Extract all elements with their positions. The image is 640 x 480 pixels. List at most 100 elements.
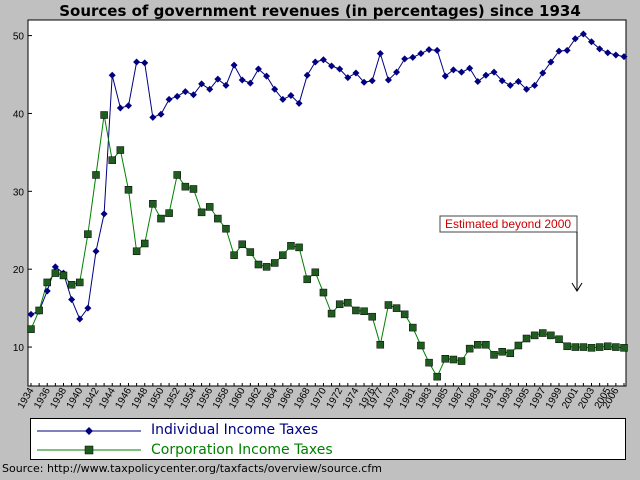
point-individual	[555, 47, 563, 55]
plot-area	[27, 19, 627, 387]
point-corporation	[604, 342, 612, 351]
point-individual	[604, 49, 612, 57]
point-corporation	[368, 312, 376, 321]
point-corporation	[214, 214, 222, 223]
point-corporation	[555, 335, 563, 344]
point-individual	[531, 81, 539, 89]
point-individual	[482, 71, 490, 79]
point-individual	[68, 296, 76, 304]
point-corporation	[449, 355, 458, 364]
point-individual	[571, 35, 579, 43]
point-individual	[279, 95, 287, 103]
y-axis: 10 20 30 40 50	[13, 32, 32, 354]
point-individual	[76, 315, 84, 323]
point-corporation	[595, 343, 604, 351]
point-corporation	[100, 111, 108, 119]
point-corporation	[425, 358, 433, 367]
point-corporation	[352, 306, 360, 315]
point-individual	[124, 102, 132, 110]
point-individual	[433, 46, 441, 54]
point-individual	[181, 88, 189, 96]
x-axis: 1934193619381940194219441946194819501952…	[16, 383, 625, 411]
point-individual	[173, 92, 181, 100]
y-tick-label: 40	[13, 109, 25, 120]
point-individual	[198, 80, 206, 88]
point-corporation	[335, 300, 344, 308]
point-corporation	[392, 304, 401, 312]
y-tick-label: 30	[13, 187, 25, 198]
point-individual	[474, 78, 482, 86]
point-individual	[295, 99, 303, 107]
point-corporation	[287, 242, 295, 250]
point-individual	[352, 69, 360, 77]
point-individual	[441, 72, 449, 80]
point-corporation	[43, 278, 51, 287]
point-individual	[506, 81, 514, 89]
point-corporation	[279, 251, 287, 259]
point-corporation	[205, 203, 214, 211]
point-corporation	[482, 340, 490, 349]
point-corporation	[149, 200, 157, 208]
point-individual	[238, 76, 246, 84]
point-individual	[246, 79, 254, 87]
legend-label-individual: Individual Income Taxes	[151, 422, 319, 438]
point-individual	[108, 71, 116, 79]
legend-item-individual: Individual Income Taxes	[31, 421, 625, 441]
point-individual	[116, 104, 124, 112]
point-corporation	[67, 281, 76, 289]
point-corporation	[579, 343, 588, 351]
point-individual	[165, 95, 173, 103]
point-corporation	[230, 251, 238, 259]
point-corporation	[563, 342, 571, 351]
point-individual	[596, 45, 604, 53]
point-individual	[449, 66, 457, 74]
legend-label-corporation: Corporation Income Taxes	[151, 442, 333, 458]
point-individual	[328, 62, 336, 70]
point-corporation	[530, 331, 539, 340]
point-individual	[539, 69, 547, 77]
point-corporation	[433, 372, 441, 381]
point-corporation	[400, 310, 409, 319]
point-corporation	[344, 298, 352, 307]
point-corporation	[465, 344, 474, 353]
point-individual	[563, 46, 571, 54]
point-corporation	[132, 247, 141, 256]
legend: Individual Income Taxes Corporation Inco…	[30, 418, 626, 460]
point-individual	[547, 58, 555, 66]
point-individual	[490, 68, 498, 76]
point-corporation	[246, 248, 255, 256]
point-corporation	[547, 331, 555, 340]
point-individual	[27, 310, 35, 318]
point-corporation	[514, 341, 523, 350]
annotation-box	[439, 215, 578, 233]
annotation: Estimated beyond 2000	[439, 215, 583, 292]
point-corporation	[140, 239, 149, 248]
point-corporation	[270, 259, 279, 267]
point-corporation	[571, 343, 580, 351]
point-individual	[620, 53, 628, 61]
point-corporation	[165, 209, 173, 217]
point-corporation	[75, 278, 84, 287]
point-individual	[368, 77, 376, 85]
point-corporation	[116, 146, 125, 154]
point-corporation	[490, 351, 498, 359]
legend-square-icon	[37, 445, 141, 455]
point-individual	[393, 68, 401, 76]
point-corporation	[262, 263, 271, 271]
point-corporation	[384, 301, 393, 309]
point-corporation	[222, 224, 230, 233]
point-individual	[254, 65, 262, 73]
point-corporation	[620, 344, 628, 352]
series-markers	[27, 30, 628, 381]
point-individual	[417, 49, 425, 57]
point-individual	[271, 85, 279, 93]
point-corporation	[587, 344, 596, 352]
point-individual	[588, 38, 596, 46]
point-individual	[222, 81, 230, 89]
point-individual	[157, 110, 165, 118]
point-individual	[514, 78, 522, 86]
point-individual	[92, 247, 100, 255]
point-individual	[425, 46, 433, 54]
point-corporation	[612, 343, 620, 351]
point-corporation	[238, 240, 246, 249]
